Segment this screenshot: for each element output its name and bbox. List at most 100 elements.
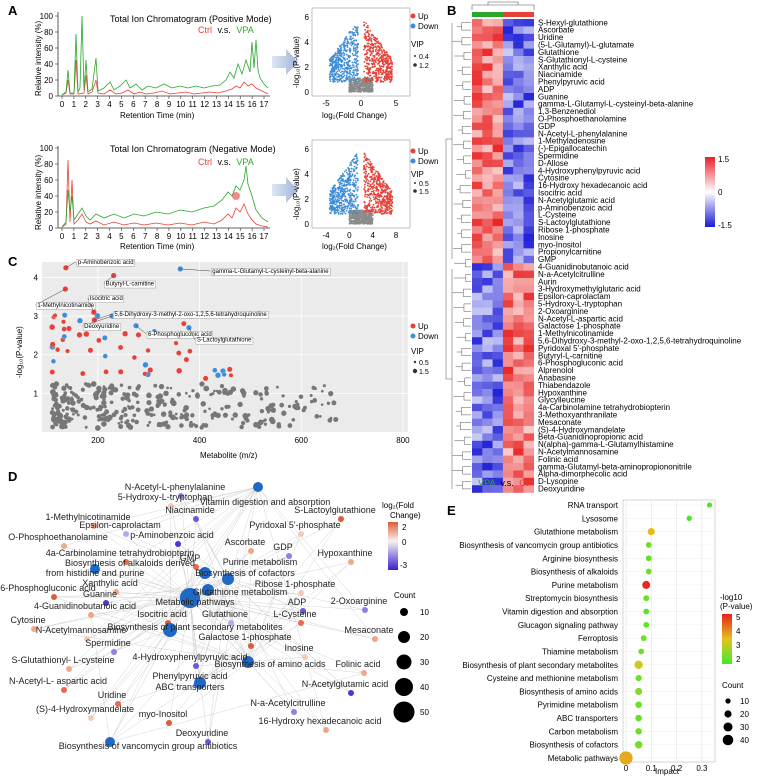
volcano-point-up [373,56,376,59]
heatmap-cell [523,218,534,227]
volcano-point-down [353,200,356,203]
volcano-point-up [375,75,378,77]
volcano-point-down [339,68,342,70]
mz-point-ns [70,407,73,411]
ytick-label: 2 [305,195,310,204]
heatmap-cell [472,433,483,441]
heatmap-cell [492,440,504,449]
volcano-point-ns [370,88,373,91]
volcano-point-ns [361,214,364,216]
metabolite-label: 4a-Carbinolamine tetrahydrobiopterin [46,548,195,558]
mz-point-ns [314,414,320,419]
volcano-point-ns [369,85,371,87]
heatmap-cell [502,159,514,168]
heatmap-cell [482,159,493,168]
kegg-point [638,648,645,655]
volcano-point-ns [364,214,367,217]
heatmap-cell [472,152,483,160]
heatmap-cell [472,226,483,234]
volcano-point-ns [362,88,364,91]
heatmap-row-label: N(alpha)-gamma-L-Glutamylhistamine [538,440,674,449]
heatmap-row-label: S-Hexyl-glutathione [538,18,608,27]
volcano-point-up [389,72,392,75]
heatmap-cell [482,115,493,123]
heatmap-cell [502,107,514,116]
mz-point-up [176,367,183,374]
heatmap-cell [472,196,483,205]
volcano-pos-legend-vip: VIP [411,40,424,49]
kegg-pathway-label: Biosynthesis of vancomycin group antibio… [459,541,618,550]
heatmap-cell [523,100,534,108]
heatmap-cell [502,359,514,367]
heatmap-cell [513,100,524,108]
volcano-point-down [342,56,344,59]
xtick-label: 1 [72,100,77,109]
volcano-point-up [363,186,366,188]
metabolite-label: Guanine [83,589,117,599]
heatmap-cell [523,56,534,64]
volcano-point-down [345,74,348,77]
volcano-point-up [367,42,370,45]
count-legend-dot [393,701,415,723]
volcano-point-down [348,72,351,75]
volcano-point-up [384,191,387,194]
mz-point-ns [213,389,216,393]
volcano-point-up [363,70,365,73]
kegg-point [643,608,650,615]
mz-point-label: Deoxyuridine [84,324,120,330]
volcano-point-up [372,44,375,47]
volcano-point-up [366,178,369,181]
heatmap-row-label: 5,6-Dihydroxy-3-methyl-2-oxo-1,2,5,6-tet… [538,337,742,346]
volcano-point-down [351,37,354,40]
metabolite-label: Cytosine [10,615,45,625]
volcano-point-up [381,203,384,205]
heatmap-cell [482,70,493,79]
heatmap-row-label: S-Glutathionyl-L-cysteine [538,55,628,64]
volcano-point-up [385,69,388,71]
mz-labels: p-Aminobenzoic acidgamma-L-Glutamyl-L-cy… [35,259,331,345]
volcano-point-down [347,211,350,214]
mz-point-ns [313,387,317,391]
volcano-point-down [340,204,343,207]
pathway-label: from histidine and purine [46,568,145,578]
mz-point-up [66,325,72,332]
mz-point-up [65,348,70,354]
volcano-point-up [366,65,368,68]
volcano-point-down [348,200,351,203]
volcano-point-up [366,184,369,187]
metabolite-node [88,612,94,618]
heatmap-row-label: Ribose 1-phosphate [538,226,610,235]
volcano-point-down [341,59,344,62]
volcano-point-ns [348,90,351,93]
mz-point-ns [161,421,167,427]
volcano-point-ns [356,222,359,225]
volcano-neg-vip-0: 0.5 [419,181,429,188]
heatmap-row-label: 1-Methyladenosine [538,137,606,146]
heatmap-cell [492,477,504,486]
heatmap-cell [502,322,514,330]
volcano-point-up [376,80,378,83]
volcano-point-up [386,70,389,73]
volcano-point-up [378,198,381,201]
heatmap-cell [482,374,493,382]
volcano-point-down [351,64,354,67]
volcano-point-down [341,182,343,185]
heatmap-cell [502,137,514,145]
volcano-point-up [386,191,389,194]
tic-neg-title: Total Ion Chromatogram (Negative Mode) [110,144,276,154]
volcano-point-down [355,62,358,65]
volcano-point-up [363,180,366,182]
heatmap-cell [472,418,483,427]
volcano-point-down [350,164,353,166]
volcano-point-down [335,203,337,206]
volcano-point-ns [350,87,353,90]
xtick-label: 800 [396,436,410,445]
mz-point-ns [169,386,173,390]
volcano-point-down [356,163,359,166]
heatmap-cell [472,470,483,478]
heatmap-cell [482,292,493,301]
volcano-point-up [372,61,375,64]
volcano-point-down [344,195,347,198]
metabolite-node [372,636,378,642]
volcano-point-down [347,202,350,205]
